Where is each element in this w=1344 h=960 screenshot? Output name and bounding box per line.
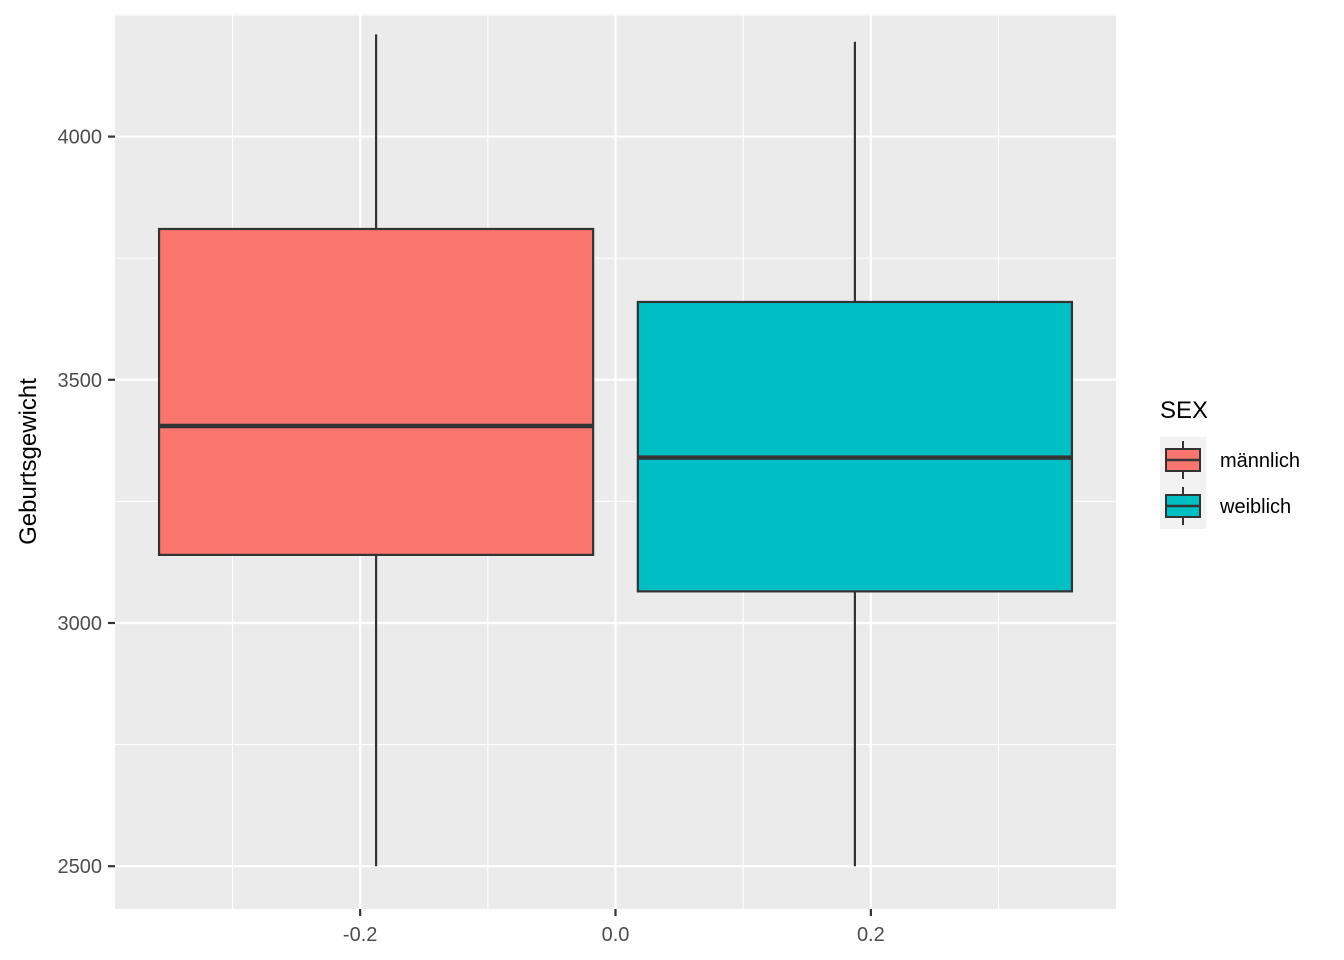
x-tick-label: 0.2 [857,924,885,946]
legend-item-1: männlich [1160,437,1300,483]
legend-title: SEX [1160,397,1208,424]
x-tick-label: 0.0 [602,924,630,946]
box-iqr [157,227,595,556]
legend: SEX männlich weiblich [1160,397,1300,529]
legend-item-2: weiblich [1160,483,1291,529]
legend-label: weiblich [1219,496,1291,518]
boxes [157,34,1074,867]
y-tick-label: 3000 [58,613,103,635]
y-axis: 2500 3000 3500 4000 [58,127,115,878]
y-tick-label: 4000 [58,127,103,149]
y-tick-label: 3500 [58,370,103,392]
box-2 [636,41,1074,867]
y-tick-label: 2500 [58,856,103,878]
legend-label: männlich [1220,450,1300,472]
box-1 [157,34,595,867]
x-axis: -0.2 0.0 0.2 [343,909,885,946]
y-axis-title: Geburtsgewicht [15,378,42,545]
x-tick-label: -0.2 [343,924,377,946]
box-iqr [636,300,1074,593]
legend-items: männlich weiblich [1160,437,1300,529]
